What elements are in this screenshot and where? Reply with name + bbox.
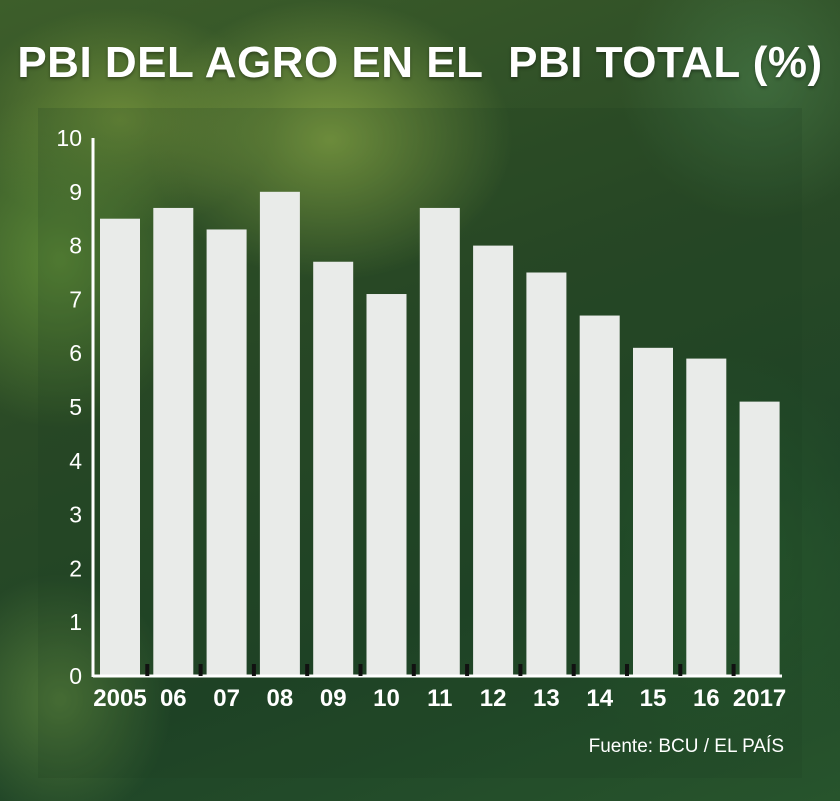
y-tick-label: 5 — [69, 394, 82, 420]
bar — [259, 191, 300, 677]
x-tick-mark — [198, 664, 203, 676]
bar — [473, 245, 514, 676]
y-tick-label: 1 — [69, 609, 82, 635]
y-tick-label: 7 — [69, 286, 82, 312]
x-tick-mark — [571, 664, 576, 676]
y-tick-label: 2 — [69, 555, 82, 581]
y-tick-label: 9 — [69, 179, 82, 205]
bar — [526, 272, 567, 676]
x-tick-label: 10 — [373, 685, 400, 712]
x-tick-mark — [358, 664, 363, 676]
bar — [313, 261, 354, 676]
x-tick-mark — [731, 664, 736, 676]
y-tick-label: 6 — [69, 340, 82, 366]
x-tick-label: 2017 — [733, 685, 786, 712]
x-tick-mark — [465, 664, 470, 676]
x-tick-mark — [251, 664, 256, 676]
y-tick-label: 10 — [56, 125, 82, 151]
bar — [419, 207, 460, 676]
x-tick-label: 2005 — [93, 685, 146, 712]
x-axis-markers — [145, 664, 736, 676]
x-tick-label: 15 — [640, 685, 667, 712]
y-tick-label: 0 — [69, 663, 82, 689]
bar — [153, 207, 194, 676]
bar — [579, 315, 620, 676]
x-tick-label: 06 — [160, 685, 187, 712]
x-tick-label: 12 — [480, 685, 507, 712]
bars — [100, 191, 780, 677]
x-tick-label: 07 — [213, 685, 240, 712]
bar — [366, 294, 407, 676]
x-tick-mark — [411, 664, 416, 676]
x-tick-label: 13 — [533, 685, 560, 712]
bar — [206, 229, 247, 676]
x-tick-label: 11 — [427, 685, 452, 712]
x-tick-mark — [305, 664, 310, 676]
y-tick-label: 8 — [69, 233, 82, 259]
bar — [686, 358, 727, 676]
x-tick-mark — [145, 664, 150, 676]
bar — [100, 218, 140, 676]
x-tick-label: 14 — [586, 685, 613, 712]
chart-title: PBI DEL AGRO EN EL PBI TOTAL (%) — [17, 38, 823, 87]
y-tick-label: 4 — [69, 448, 82, 474]
x-tick-mark — [625, 664, 629, 676]
x-tick-mark — [518, 664, 523, 676]
x-tick-label: 09 — [320, 685, 347, 712]
bar — [633, 347, 673, 676]
x-axis-ticks: 2005 06 07 08 09 10 11 12 13 14 15 16 2017 — [93, 685, 786, 712]
y-axis-ticks: 0 1 2 3 4 5 6 7 8 9 10 — [56, 125, 82, 689]
bar — [739, 401, 780, 676]
y-tick-label: 3 — [69, 502, 82, 528]
x-tick-label: 16 — [693, 685, 720, 712]
x-tick-label: 08 — [267, 685, 294, 712]
source-note: Fuente: BCU / EL PAÍS — [589, 736, 784, 757]
x-tick-mark — [678, 664, 683, 676]
